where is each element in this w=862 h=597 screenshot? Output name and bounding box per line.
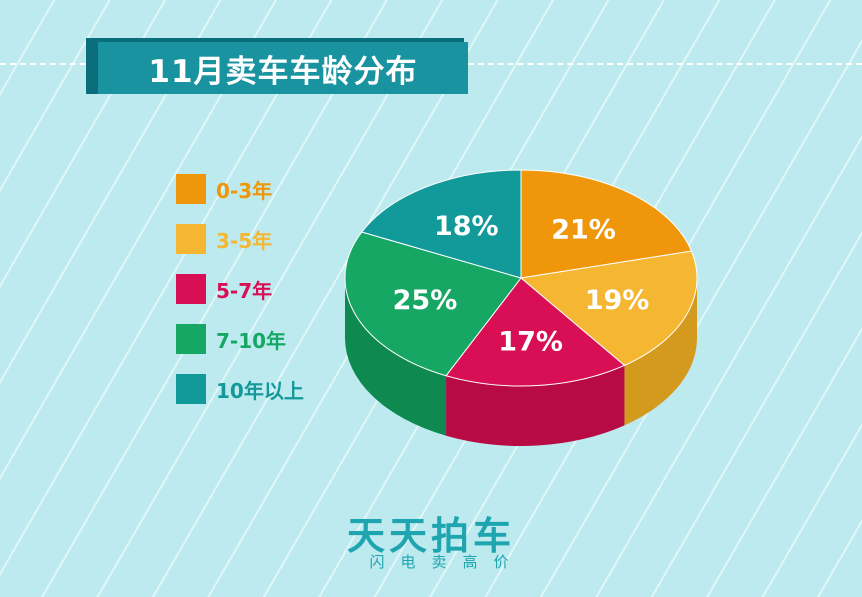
chart-legend: 0-3年 3-5年 5-7年 7-10年 10年以上	[176, 164, 304, 414]
pie-side-1	[624, 278, 697, 426]
pie-data-label-2: 17%	[498, 326, 563, 357]
legend-swatch	[176, 174, 206, 204]
chart-title: 11月卖车车龄分布	[98, 42, 468, 94]
pie-slice-1	[519, 250, 698, 366]
brand-name: 天天拍车	[346, 514, 515, 558]
legend-item-7-10: 7-10年	[176, 314, 304, 364]
pie-side-2	[446, 365, 625, 446]
legend-label: 0-3年	[216, 178, 273, 203]
legend-item-10-plus: 10年以上	[176, 364, 304, 414]
legend-item-0-3: 0-3年	[176, 164, 304, 214]
legend-label: 7-10年	[216, 328, 287, 353]
pie-slice-4	[360, 169, 522, 279]
legend-label: 3-5年	[216, 228, 273, 253]
pie-slice-3	[344, 231, 522, 377]
pie-data-label-1: 19%	[585, 285, 650, 316]
pie-data-label-3: 25%	[393, 285, 458, 316]
pie-side-3	[345, 278, 447, 436]
legend-item-5-7: 5-7年	[176, 264, 304, 314]
pie-data-label-4: 18%	[434, 211, 499, 242]
legend-swatch	[176, 224, 206, 254]
legend-label: 5-7年	[216, 278, 273, 303]
legend-swatch	[176, 324, 206, 354]
pie-data-label-0: 21%	[551, 215, 616, 246]
pie-slice-0	[520, 169, 693, 279]
legend-swatch	[176, 374, 206, 404]
legend-item-3-5: 3-5年	[176, 214, 304, 264]
pie-slice-2	[445, 277, 626, 387]
legend-label: 10年以上	[216, 378, 304, 403]
brand-slogan: 闪电卖高价	[369, 553, 525, 571]
legend-swatch	[176, 274, 206, 304]
